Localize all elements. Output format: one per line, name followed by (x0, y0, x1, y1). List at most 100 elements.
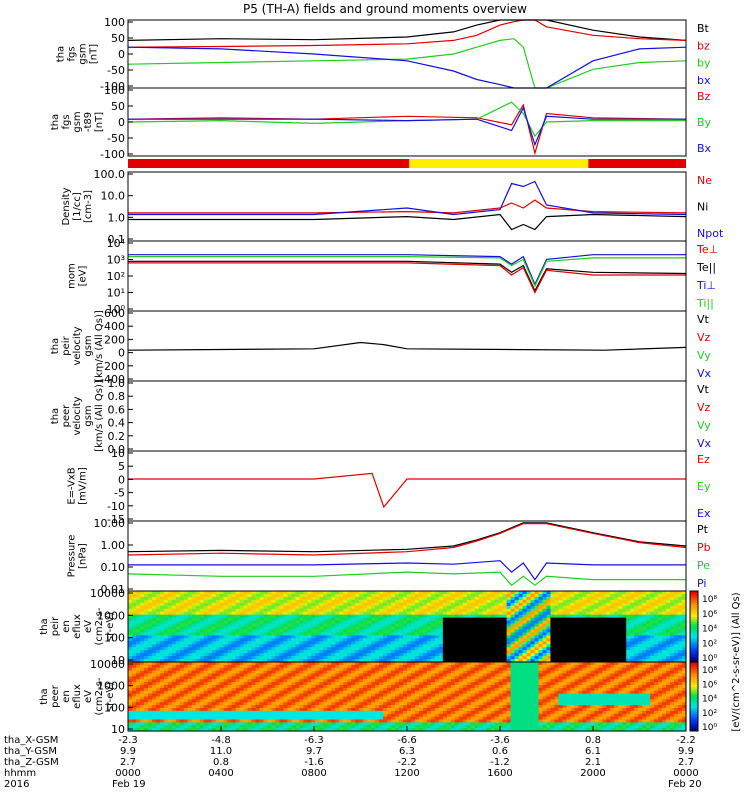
spectrogram-cell (267, 728, 273, 732)
spectrogram-cell (319, 644, 324, 648)
spectrogram-cell (538, 650, 544, 654)
spectrogram-cell (351, 596, 356, 601)
spectrogram-cell (303, 673, 308, 677)
spectrogram-cell (263, 623, 269, 628)
legend-entry-pb: Pb (697, 541, 711, 554)
spectrogram-cell (646, 638, 651, 642)
spectrogram-cell (446, 599, 452, 604)
spectrogram-cell (323, 599, 328, 604)
spectrogram-cell (666, 599, 671, 604)
spectrogram-cell (315, 693, 320, 698)
spectrogram-cell (574, 611, 579, 616)
spectrogram-cell (622, 596, 627, 601)
spectrogram-cell (434, 626, 440, 631)
spectrogram-cell (307, 611, 312, 616)
spectrogram-cell (183, 647, 189, 651)
spectrogram-cell (638, 608, 643, 613)
spectrogram-cell (263, 716, 269, 721)
spectrogram-cell (682, 629, 687, 634)
spectrogram-cell (598, 653, 603, 657)
spectrogram-cell (307, 641, 312, 645)
spectrogram-cell (255, 670, 261, 675)
spectrogram-cell (674, 644, 679, 648)
spectrogram-cell (478, 635, 484, 639)
spectrogram-cell (566, 629, 572, 634)
spectrogram-cell (530, 650, 536, 654)
spectrogram-cell (335, 638, 340, 642)
spectrogram-cell (203, 599, 209, 604)
spectrogram-cell (335, 596, 340, 601)
spectrogram-cell (251, 719, 257, 723)
spectrogram-cell (275, 710, 281, 715)
spectrogram-cell (128, 659, 133, 663)
spectrogram-cell (203, 708, 209, 712)
spectrogram-cell (626, 599, 631, 604)
spectrogram-cell (159, 650, 165, 654)
spectrogram-cell (279, 696, 285, 700)
spectrogram-cell (594, 596, 599, 601)
spectrogram-cell (299, 608, 304, 613)
spectrogram-cell (526, 626, 532, 631)
spectrogram-cell (171, 696, 177, 700)
spectrogram-cell (143, 722, 149, 726)
spectrogram-cell (530, 638, 536, 642)
spectrogram-cell (231, 602, 237, 607)
y-axis-label: [nT] (89, 44, 100, 64)
spectrogram-cell (255, 647, 261, 651)
spectrogram-cell (275, 722, 281, 726)
y-axis-label: [km/s (All Qs)] (94, 380, 105, 452)
spectrogram-cell (239, 623, 245, 628)
spectrogram-cell (143, 644, 149, 648)
spectrogram-cell (438, 626, 444, 631)
legend-entry-ti: Ti⊥ (696, 279, 716, 292)
spectrogram-cell (562, 650, 568, 654)
spectrogram-cell (211, 599, 217, 604)
spectrogram-cell (179, 620, 185, 625)
spectrogram-cell (187, 728, 193, 732)
spectrogram-cell (510, 644, 516, 648)
spectrogram-cell (319, 690, 324, 695)
colorbar-segment (690, 647, 698, 651)
colorbar-segment (690, 600, 698, 604)
spectrogram-cell (538, 626, 544, 631)
spectrogram-cell (291, 705, 296, 709)
spectrogram-cell (594, 608, 599, 613)
colorbar-segment (690, 628, 698, 632)
spectrogram-cell (203, 632, 209, 636)
spectrogram-cell (418, 623, 424, 628)
legend-entry-vt: Vt (697, 383, 710, 396)
spectrogram-cell (299, 623, 304, 628)
spectrogram-cell (414, 620, 420, 625)
spectrogram-cell (391, 608, 396, 613)
spectrogram-cell (171, 690, 177, 695)
spectrogram-cell (215, 713, 221, 718)
spectrogram-cell (187, 638, 193, 642)
spectrogram-cell (626, 650, 631, 654)
spectrogram-cell (239, 593, 245, 598)
spectrogram-cell (275, 596, 281, 601)
spectrogram-cell (211, 702, 217, 706)
spectrogram-cell (323, 699, 328, 703)
spectrogram-cell (522, 653, 528, 657)
spectrogram-cell (235, 629, 241, 634)
spectrogram-cell (291, 614, 296, 619)
spectrogram-cell (614, 632, 619, 636)
spectrogram-cell (199, 656, 205, 660)
spectrogram-cell (223, 702, 229, 706)
spectrogram-cell (139, 702, 145, 706)
spectrogram-cell (251, 608, 257, 613)
spectrogram-cell (159, 593, 165, 598)
spectrogram-cell (235, 623, 241, 628)
spectrogram-cell (442, 659, 448, 663)
spectrogram-cell (506, 617, 512, 622)
spectrogram-cell (606, 656, 611, 660)
spectrogram-cell (307, 696, 312, 700)
spectrogram-cell (307, 596, 312, 601)
spectrogram-cell (339, 699, 344, 703)
spectrogram-cell (287, 679, 293, 683)
spectrogram-cell (662, 659, 667, 663)
spectrogram-cell (195, 662, 201, 666)
spectrogram-cell (434, 593, 440, 598)
legend-entry-vx: Vx (697, 437, 712, 450)
spectrogram-cell (391, 629, 396, 634)
